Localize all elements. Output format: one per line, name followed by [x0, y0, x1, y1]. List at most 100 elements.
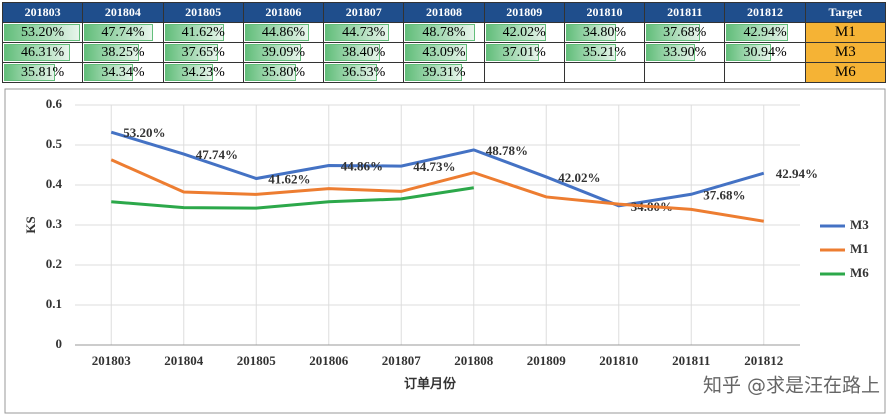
x-axis-title: 订单月份 — [404, 376, 457, 391]
x-tick-label: 201812 — [744, 353, 783, 368]
cell-text: 33.90% — [663, 44, 707, 60]
data-bar — [405, 44, 467, 61]
data-label: 53.20% — [123, 125, 165, 140]
y-tick-label: 0.5 — [46, 136, 63, 151]
data-bar — [244, 64, 296, 81]
data-label: 48.78% — [486, 143, 528, 158]
data-bar — [325, 64, 378, 81]
value-cell: 38.25% — [82, 42, 164, 63]
value-cell: 44.73% — [323, 22, 405, 43]
data-bar — [325, 24, 390, 41]
header-cell: 201803 — [1, 2, 84, 23]
value-cell: 42.02% — [483, 22, 565, 43]
data-label: 44.86% — [341, 159, 383, 174]
x-tick-label: 201809 — [527, 353, 567, 368]
cell-text: 42.94% — [743, 24, 787, 40]
cell-text: 42.02% — [502, 24, 546, 40]
data-bar — [405, 24, 476, 41]
x-tick-label: 201811 — [672, 353, 710, 368]
cell-text: 44.73% — [342, 24, 386, 40]
data-bar — [84, 64, 134, 81]
data-bar — [646, 24, 701, 41]
y-axis-title: KS — [23, 216, 38, 233]
data-bar — [244, 44, 301, 61]
cell-text: 35.21% — [582, 44, 627, 60]
legend-label: M3 — [850, 217, 869, 232]
cell-text: 41.62% — [181, 24, 225, 40]
x-tick-label: 201810 — [599, 353, 638, 368]
data-bar — [244, 24, 309, 41]
x-tick-label: 201804 — [164, 353, 204, 368]
cell-text: M1 — [834, 24, 856, 40]
cell-text: M3 — [834, 44, 856, 60]
table-row: 46.31% 38.25% 37.65% 39.09% 38.40% 43.09% 37.0… — [1, 42, 887, 63]
watermark: 知乎 @求是汪在路上 — [703, 375, 880, 397]
series-line — [110, 158, 764, 223]
x-tick-label: 201803 — [92, 353, 132, 368]
series-line — [111, 186, 474, 210]
data-bar — [485, 44, 539, 61]
cell-text: 37.65% — [181, 44, 225, 60]
data-bar — [565, 44, 617, 61]
y-tick-label: 0.2 — [46, 256, 62, 271]
cell-text: 46.31% — [21, 44, 65, 60]
header-cell: Target — [804, 2, 887, 23]
cell-text: 35.80% — [261, 64, 306, 80]
data-bar — [726, 44, 771, 61]
target-cell: M6 — [804, 62, 887, 83]
cell-text: 39.31% — [422, 64, 466, 80]
value-cell: 37.65% — [162, 42, 244, 63]
header-cell: 201809 — [483, 2, 565, 23]
header-cell: 201807 — [323, 2, 405, 23]
ks-table: 201803 201804 201805 201806 201807 201808 2018… — [1, 2, 887, 83]
x-tick-label: 201805 — [237, 353, 277, 368]
cell-text: 34.80% — [582, 24, 627, 40]
cell-text: 48.78% — [422, 24, 466, 40]
target-cell: M1 — [804, 22, 887, 43]
cell-text: 37.68% — [663, 24, 707, 40]
data-bar — [485, 24, 546, 41]
x-tick-label: 201808 — [454, 353, 494, 368]
data-label: 41.62% — [268, 172, 310, 187]
value-cell: 30.94% — [724, 42, 806, 63]
value-cell: 38.40% — [323, 42, 405, 63]
data-bar — [164, 44, 219, 61]
value-cell: 36.53% — [323, 62, 405, 83]
cell-text: 53.20% — [21, 24, 65, 40]
data-label: 44.73% — [413, 159, 455, 174]
data-bar — [84, 44, 139, 61]
cell-text: 34.34% — [101, 64, 145, 80]
data-bar — [4, 44, 71, 61]
cell-text: 44.86% — [261, 24, 306, 40]
table-row: 53.20% 47.74% 41.62% 44.86% 44.73% 48.78% 42.0… — [1, 22, 887, 43]
data-label: 42.02% — [558, 170, 600, 185]
data-bar — [4, 24, 81, 41]
cell-text: 38.25% — [101, 44, 145, 60]
data-bar — [726, 24, 788, 41]
value-cell: 34.80% — [563, 22, 646, 43]
cell-text: 36.53% — [342, 64, 386, 80]
value-cell: 34.23% — [162, 62, 244, 83]
legend-label: M1 — [850, 241, 869, 256]
data-bar — [646, 44, 695, 61]
value-cell: 42.94% — [724, 22, 806, 43]
data-label: 47.74% — [196, 147, 238, 162]
cell-text: 34.23% — [181, 64, 225, 80]
y-tick-label: 0.6 — [46, 96, 63, 111]
data-bar — [565, 24, 616, 41]
data-label: 42.94% — [776, 166, 818, 181]
value-cell: 46.31% — [1, 42, 84, 63]
header-cell: 201804 — [82, 2, 164, 23]
cell-text: 47.74% — [101, 24, 145, 40]
cell-text: 38.40% — [342, 44, 386, 60]
y-tick-label: 0.1 — [46, 296, 62, 311]
data-label: 37.68% — [703, 187, 745, 202]
value-cell: 53.20% — [1, 22, 84, 43]
value-cell: 35.81% — [1, 62, 84, 83]
target-cell: M3 — [804, 42, 887, 63]
header-cell: 201811 — [644, 2, 726, 23]
cell-text: 39.09% — [261, 44, 306, 60]
data-bar — [4, 64, 56, 81]
x-tick-label: 201806 — [309, 353, 349, 368]
